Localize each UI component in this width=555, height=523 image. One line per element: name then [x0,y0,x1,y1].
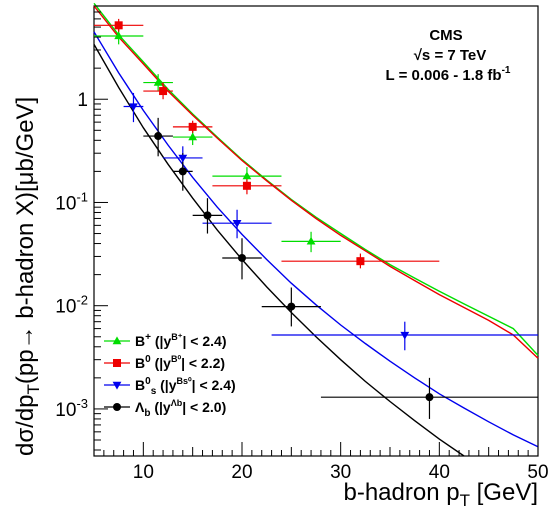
legend-marker [112,381,122,390]
legend-marker [113,359,121,367]
data-point [242,171,252,180]
data-point [425,393,434,402]
data-point [242,181,251,190]
x-axis: 10 20 30 40 50 [93,442,549,483]
data-point [153,77,163,86]
y-tick-label: 10-3 [55,396,88,421]
data-point [178,154,188,163]
legend: B+ (|yB⁺| < 2.4) B0 (|yB⁰| < 2.2) B0s (|yB… [104,332,236,419]
data-point [114,21,123,30]
experiment-label: CMS [429,27,462,44]
energy-label: √s = 7 TeV [414,47,487,64]
x-tick-label: 10 [133,462,154,483]
legend-marker [112,336,122,345]
fit-curve-2 [93,31,539,448]
data-point [400,331,410,340]
y-axis-title: dσ/dpT(pp→ b-hadron X)[μb/GeV] [12,97,43,456]
plot-frame [93,5,539,457]
data-point [114,31,124,40]
data-point [188,132,198,141]
legend-entry: B0 (|yB⁰| < 2.2) [135,354,225,371]
legend-entry: B+ (|yB⁺| < 2.4) [135,332,226,349]
y-tick-label: 10-2 [55,293,88,318]
y-tick-label: 1 [77,90,88,111]
y-tick-label: 10-1 [55,189,88,214]
y-axis: 10-3 10-2 10-1 1 [55,5,108,451]
data-point [287,302,296,311]
data-point [129,103,138,112]
fit-curve-0 [93,2,539,356]
x-tick-label: 50 [527,462,548,483]
data-point [238,253,246,262]
x-tick-label: 20 [231,462,252,483]
luminosity-label: L = 0.006 - 1.8 fb-1 [386,65,511,84]
data-point [154,132,163,141]
data-point [188,122,197,131]
data-point [178,167,187,176]
fit-curve-3 [93,44,465,457]
data-point [203,211,212,220]
data-point [356,257,365,266]
legend-marker [113,403,121,411]
data-point [159,87,168,96]
data-markers [114,21,434,402]
legend-entry: Λb (|yΛb| < 2.0) [135,398,226,419]
x-tick-label: 40 [429,462,450,483]
x-tick-label: 30 [330,462,351,483]
x-axis-title: b-hadron pT [GeV] [343,479,538,510]
data-point [232,219,242,228]
legend-entry: B0s (|yBs⁰| < 2.4) [135,376,236,397]
data-point [306,236,316,245]
